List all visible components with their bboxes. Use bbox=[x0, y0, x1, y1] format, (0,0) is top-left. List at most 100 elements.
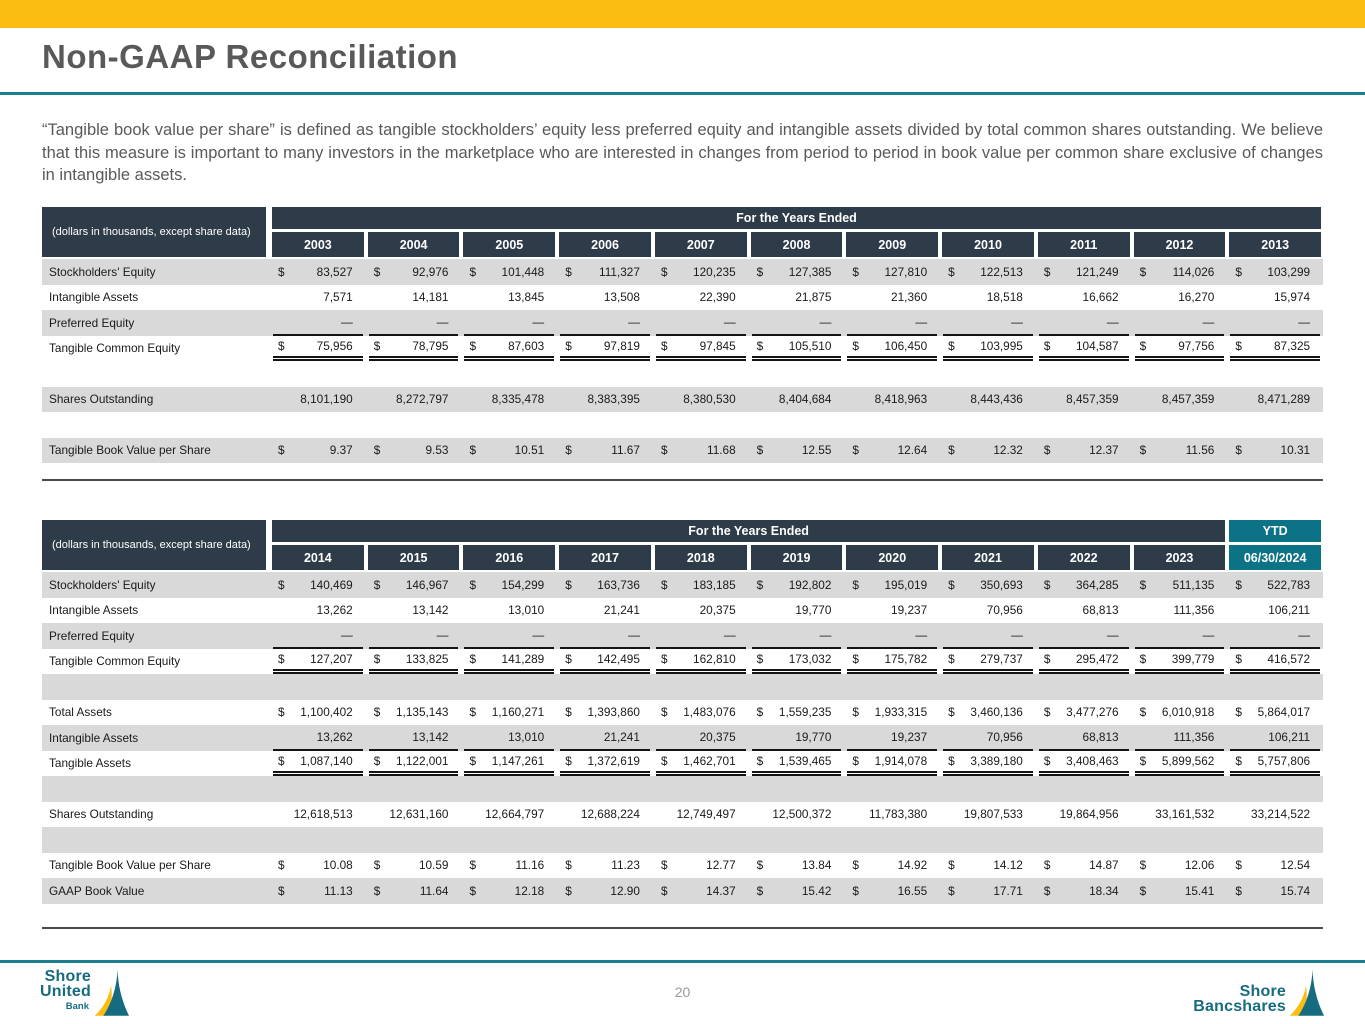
dollar-sign: $ bbox=[373, 443, 381, 458]
value-cell: $14.92 bbox=[844, 853, 940, 879]
logo-word: United bbox=[40, 983, 91, 1000]
cell-value: — bbox=[436, 627, 449, 642]
value-cell: $1,147,261 bbox=[461, 751, 557, 776]
year-header-cell: 2023 bbox=[1133, 545, 1226, 570]
year-header-cell: 2016 bbox=[463, 545, 556, 570]
value-cell: $11.68 bbox=[653, 438, 749, 464]
value-cell: — bbox=[1227, 623, 1323, 649]
value-cell: $12.90 bbox=[557, 878, 653, 904]
year-header-cell: 2021 bbox=[942, 545, 1034, 570]
value-cell: 13,262 bbox=[270, 725, 366, 751]
table-header: (dollars in thousands, except share data… bbox=[42, 207, 1323, 257]
cell-value: 19,237 bbox=[891, 603, 928, 618]
table-row: Shares Outstanding 8,101,190 8,272,797 8,33… bbox=[42, 386, 1323, 413]
year-header-cell: 2008 bbox=[750, 232, 843, 257]
cell-value: 114,026 bbox=[1172, 264, 1215, 279]
dollar-sign: $ bbox=[1139, 264, 1147, 279]
cell-value: 7,571 bbox=[323, 290, 353, 305]
dollar-sign: $ bbox=[469, 264, 477, 279]
shore-bancshares-logo-text: Shore Bancshares bbox=[1193, 984, 1286, 1018]
dollar-sign: $ bbox=[373, 705, 381, 720]
cell-value: 12.64 bbox=[897, 443, 928, 458]
value-cell: $9.37 bbox=[270, 438, 366, 464]
cell-value: 15.74 bbox=[1280, 883, 1311, 898]
value-cell: 8,383,395 bbox=[557, 387, 653, 413]
value-cell: 13,508 bbox=[557, 285, 653, 311]
dollar-sign: $ bbox=[1139, 883, 1147, 898]
row-label: Shares Outstanding bbox=[49, 392, 154, 407]
dollar-sign: $ bbox=[278, 338, 285, 353]
cell-value: — bbox=[819, 314, 832, 329]
cell-value: 68,813 bbox=[1082, 729, 1119, 744]
value-cell: — bbox=[461, 623, 557, 649]
dollar-sign: $ bbox=[565, 858, 572, 873]
dollar-sign: $ bbox=[565, 651, 572, 666]
cell-value: 12.32 bbox=[993, 443, 1023, 458]
value-cell: 19,864,956 bbox=[1036, 802, 1132, 828]
logo-word: Shore bbox=[44, 968, 91, 985]
value-cell: $10.08 bbox=[270, 853, 366, 879]
page-number: 20 bbox=[674, 984, 691, 1000]
dollar-sign: $ bbox=[278, 577, 285, 592]
dollar-sign: $ bbox=[469, 577, 477, 592]
value-cell: 13,845 bbox=[461, 285, 557, 311]
value-cell: — bbox=[557, 310, 653, 336]
value-cell: $16.55 bbox=[844, 878, 940, 904]
value-cell: $121,249 bbox=[1036, 259, 1132, 285]
cell-value: 140,469 bbox=[310, 577, 353, 592]
value-cell: 111,356 bbox=[1132, 725, 1228, 751]
row-label: Tangible Common Equity bbox=[49, 654, 181, 669]
dollar-sign: $ bbox=[1235, 753, 1242, 768]
cell-value: 14.92 bbox=[897, 858, 928, 873]
cell-value: 6,010,918 bbox=[1161, 705, 1215, 720]
value-cell: $15.42 bbox=[749, 878, 845, 904]
cell-value: 78,795 bbox=[412, 338, 449, 353]
cell-value: 1,372,619 bbox=[587, 753, 640, 768]
shore-bancshares-logo: Shore Bancshares bbox=[1193, 968, 1325, 1018]
dollar-sign: $ bbox=[565, 577, 572, 592]
cell-value: 12.90 bbox=[610, 883, 640, 898]
cell-value: 522,783 bbox=[1267, 577, 1311, 592]
value-cell: 15,974 bbox=[1227, 285, 1323, 311]
value-cell: $97,845 bbox=[653, 336, 749, 361]
cell-value: 12.77 bbox=[706, 858, 736, 873]
value-cell: 8,101,190 bbox=[270, 387, 366, 413]
value-cell: $1,160,271 bbox=[461, 700, 557, 726]
dollar-sign: $ bbox=[1043, 753, 1051, 768]
value-cell: 16,662 bbox=[1036, 285, 1132, 311]
cell-value: 127,207 bbox=[310, 651, 353, 666]
cell-value: 122,513 bbox=[980, 264, 1023, 279]
row-label: Stockholders' Equity bbox=[49, 264, 156, 279]
value-cell: $5,899,562 bbox=[1132, 751, 1228, 776]
dollar-sign: $ bbox=[852, 858, 859, 873]
table-row: Intangible Assets 7,571 14,181 13,845 13,508… bbox=[42, 284, 1323, 311]
value-cell: 8,457,359 bbox=[1036, 387, 1132, 413]
dollar-sign: $ bbox=[1043, 705, 1051, 720]
cell-value: 5,757,806 bbox=[1257, 753, 1311, 768]
value-cell: $15.41 bbox=[1132, 878, 1228, 904]
value-cell: $350,693 bbox=[940, 572, 1036, 598]
cell-value: — bbox=[1011, 627, 1023, 642]
value-cell: 13,010 bbox=[461, 725, 557, 751]
cell-value: 9.37 bbox=[329, 443, 353, 458]
dollar-sign: $ bbox=[1043, 338, 1051, 353]
cell-value: 11.56 bbox=[1185, 443, 1215, 458]
value-cell: — bbox=[557, 623, 653, 649]
value-cell: 33,161,532 bbox=[1132, 802, 1228, 828]
value-cell: $3,389,180 bbox=[940, 751, 1036, 776]
value-cell: $111,327 bbox=[557, 259, 653, 285]
cell-value: 20,375 bbox=[699, 603, 736, 618]
dollar-sign: $ bbox=[948, 443, 955, 458]
table-row: Tangible Book Value per Share $9.37 $9.53 $… bbox=[42, 437, 1323, 464]
dollar-sign: $ bbox=[1139, 443, 1147, 458]
dollar-sign: $ bbox=[1139, 651, 1147, 666]
table-row: Preferred Equity — — — — — — — — — — — bbox=[42, 310, 1323, 336]
cell-value: 8,335,478 bbox=[491, 392, 545, 407]
cell-value: 10.59 bbox=[418, 858, 449, 873]
dollar-sign: $ bbox=[756, 883, 764, 898]
cell-value: 173,032 bbox=[788, 651, 832, 666]
dollar-sign: $ bbox=[469, 651, 477, 666]
row-label: Total Assets bbox=[49, 705, 112, 720]
cell-value: 192,802 bbox=[788, 577, 832, 592]
dollar-sign: $ bbox=[373, 264, 381, 279]
